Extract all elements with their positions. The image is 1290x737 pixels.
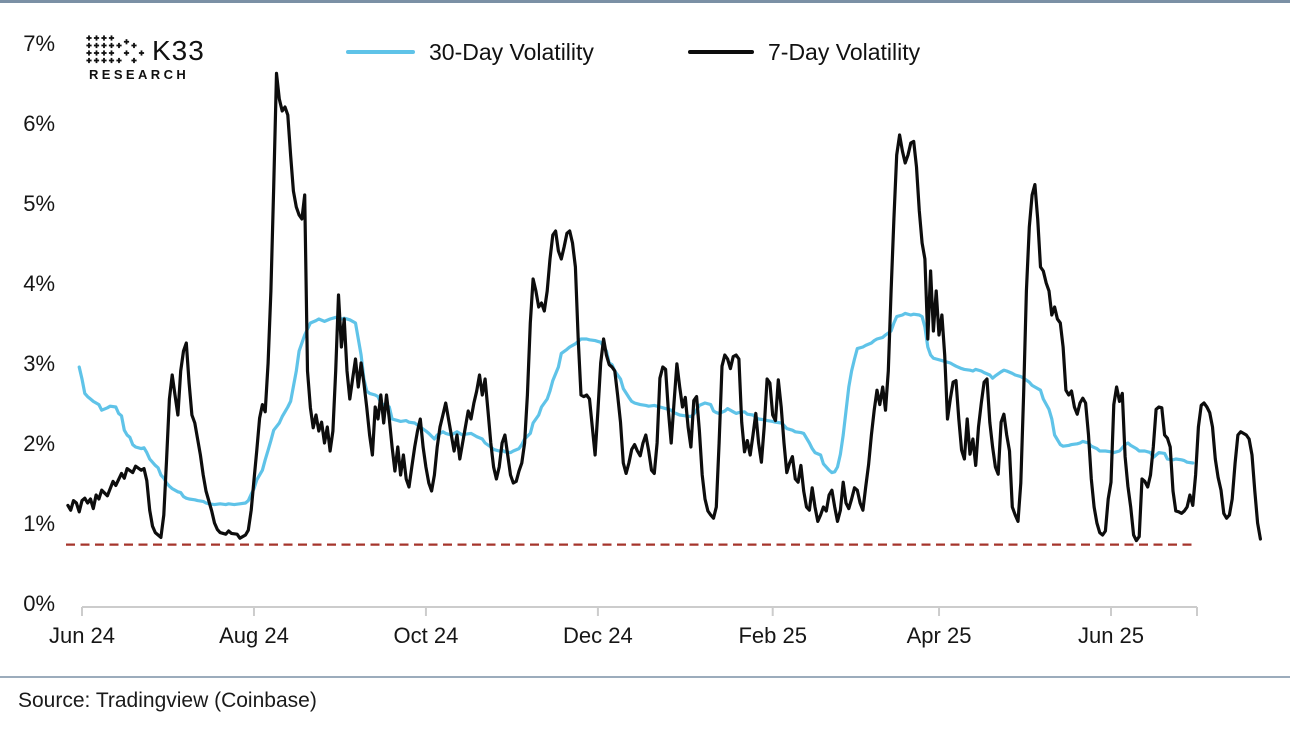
- series-lines: [66, 71, 1263, 543]
- logo-dot: [110, 35, 113, 41]
- logo-dot: [95, 57, 98, 64]
- logo-dot: [95, 42, 98, 49]
- logo-dot: [95, 35, 98, 41]
- logo-dot: [118, 57, 120, 64]
- logo-dot: [140, 50, 143, 56]
- x-tick-label: Jun 25: [1078, 623, 1144, 648]
- logo-dot: [88, 50, 90, 56]
- logo-dot: [110, 42, 113, 49]
- logo-dot: [88, 35, 90, 41]
- top-border: [0, 0, 1290, 3]
- y-tick-label: 4%: [23, 271, 55, 296]
- logo-dot: [118, 42, 120, 49]
- x-axis: Jun 24 Aug 24 Oct 24 Dec 24 Feb 25 Apr 25 Jun …: [49, 606, 1198, 648]
- logo-dot: [110, 57, 113, 64]
- y-tick-label: 5%: [23, 191, 55, 216]
- y-tick-label: 1%: [23, 511, 55, 536]
- y-tick-label: 3%: [23, 351, 55, 376]
- logo-dot: [103, 42, 105, 49]
- logo-dot: [88, 57, 90, 64]
- logo-k33-text: K33: [152, 35, 205, 66]
- y-tick-label: 2%: [23, 431, 55, 456]
- logo-dot: [110, 50, 113, 56]
- logo-dot: [103, 50, 105, 56]
- legend-label-7day: 7-Day Volatility: [768, 39, 921, 65]
- logo-dot: [95, 50, 98, 56]
- chart-legend: 30-Day Volatility 7-Day Volatility: [346, 39, 921, 65]
- logo-dot: [88, 42, 90, 49]
- x-tick-label: Feb 25: [738, 623, 807, 648]
- logo-research-text: RESEARCH: [89, 67, 189, 82]
- logo-dot: [125, 50, 128, 56]
- x-tick-label: Oct 24: [394, 623, 459, 648]
- logo-dot: [103, 57, 105, 64]
- x-tick-label: Apr 25: [907, 623, 972, 648]
- logo-dot: [125, 39, 128, 45]
- x-tick-label: Aug 24: [219, 623, 289, 648]
- series-line-30day: [77, 311, 1195, 507]
- logo-dot: [133, 57, 135, 64]
- y-tick-label: 6%: [23, 111, 55, 136]
- k33-logo-icon: K33 RESEARCH: [86, 35, 204, 82]
- x-tick-label: Dec 24: [563, 623, 633, 648]
- y-axis: 0% 1% 2% 3% 4% 5% 6% 7%: [23, 31, 55, 616]
- y-tick-label: 7%: [23, 31, 55, 56]
- logo-dot: [133, 42, 135, 49]
- logo-dot: [103, 35, 105, 41]
- series-line-7day: [66, 71, 1263, 543]
- legend-label-30day: 30-Day Volatility: [429, 39, 594, 65]
- x-tick-label: Jun 24: [49, 623, 115, 648]
- y-tick-label: 0%: [23, 591, 55, 616]
- source-text: Source: Tradingview (Coinbase): [18, 689, 317, 712]
